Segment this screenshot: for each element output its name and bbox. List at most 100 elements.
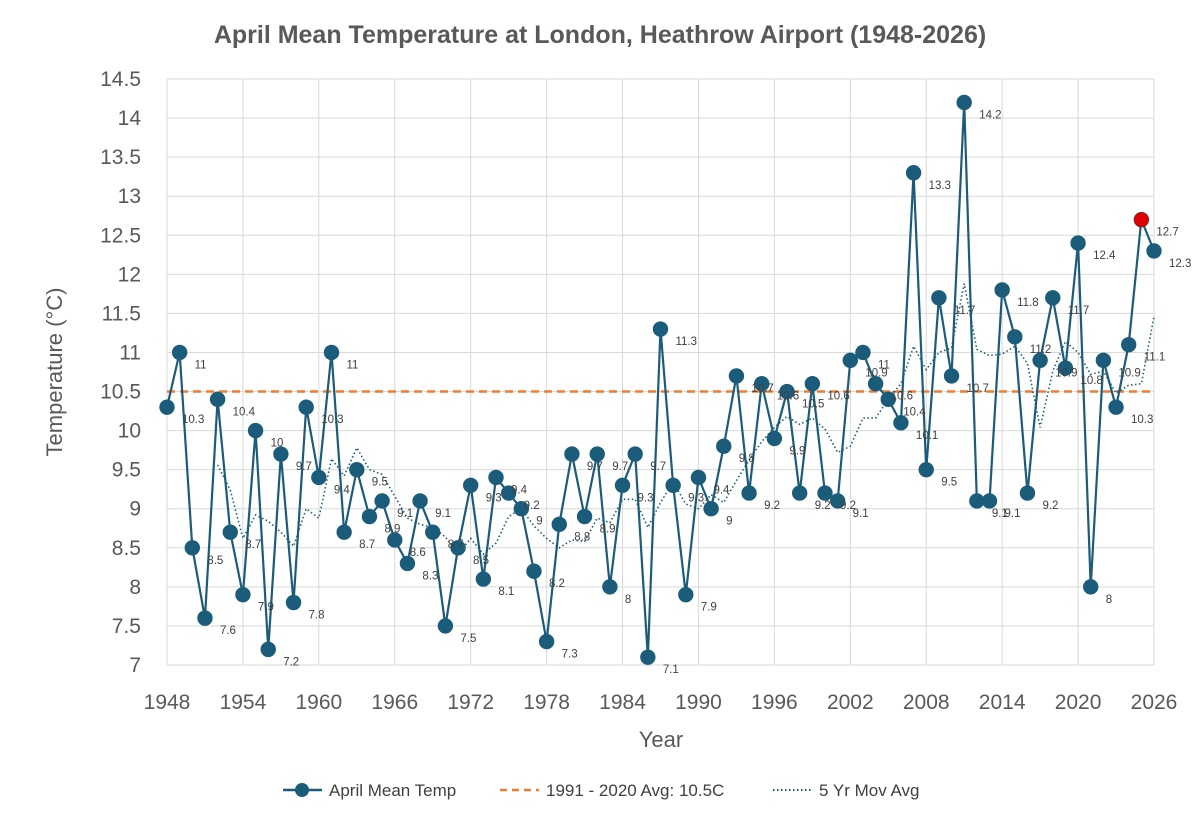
data-point bbox=[905, 165, 922, 181]
data-label: 9.3 bbox=[486, 492, 502, 504]
data-label: 10.7 bbox=[751, 383, 773, 395]
data-point bbox=[285, 594, 302, 611]
data-point bbox=[652, 321, 669, 337]
data-label: 10.3 bbox=[1131, 414, 1153, 426]
data-point bbox=[855, 344, 871, 361]
x-tick-label: 1966 bbox=[371, 691, 418, 714]
data-label: 9.7 bbox=[650, 461, 666, 473]
data-point bbox=[741, 485, 757, 501]
data-label: 11 bbox=[878, 359, 890, 371]
data-point bbox=[640, 649, 656, 665]
y-tick-label: 11.5 bbox=[102, 302, 141, 325]
data-label: 8.2 bbox=[549, 578, 565, 590]
data-label: 8.9 bbox=[600, 524, 616, 536]
data-point bbox=[399, 555, 416, 572]
data-point bbox=[728, 368, 745, 384]
data-label: 7.6 bbox=[220, 625, 236, 637]
data-point bbox=[336, 524, 352, 540]
x-axis-ticks: 1948 1954 1960 1966 1972 1978 1984 1990 1996 2002… bbox=[144, 691, 1178, 714]
data-point bbox=[829, 493, 846, 509]
y-tick-label: 7 bbox=[129, 654, 141, 677]
legend-item-april-mean-temp[interactable]: April Mean Temp bbox=[283, 781, 456, 800]
data-point bbox=[374, 493, 390, 509]
data-point bbox=[273, 446, 289, 462]
data-label: 8.6 bbox=[410, 547, 426, 559]
data-label: 9.1 bbox=[435, 508, 451, 520]
legend-marker-april-mean-temp bbox=[295, 783, 309, 797]
data-label: 9.2 bbox=[764, 500, 780, 512]
x-tick-label: 2002 bbox=[827, 691, 874, 714]
data-label: 8.5 bbox=[207, 555, 223, 567]
data-point bbox=[981, 493, 998, 509]
data-point bbox=[678, 586, 694, 603]
data-point bbox=[159, 399, 175, 415]
x-axis-title: Year bbox=[639, 727, 683, 752]
data-label: 7.1 bbox=[663, 664, 679, 676]
legend-item-moving-average[interactable]: 5 Yr Mov Avg bbox=[773, 781, 919, 800]
data-label: 10.9 bbox=[1055, 367, 1077, 379]
data-label: 9.1 bbox=[397, 508, 413, 520]
data-label: 11.7 bbox=[1068, 305, 1090, 317]
legend: April Mean Temp 1991 - 2020 Avg: 10.5C 5… bbox=[283, 781, 919, 800]
data-point bbox=[1083, 579, 1099, 595]
data-label: 10.9 bbox=[1118, 367, 1140, 379]
data-label: 9.2 bbox=[1042, 500, 1058, 512]
data-label: 9 bbox=[536, 516, 542, 528]
data-label: 8.7 bbox=[359, 539, 375, 551]
data-label: 9.1 bbox=[1005, 508, 1021, 520]
data-label: 9.3 bbox=[638, 492, 654, 504]
data-point bbox=[766, 430, 783, 447]
x-tick-label: 1990 bbox=[675, 691, 722, 714]
data-point bbox=[500, 485, 517, 501]
data-point bbox=[1108, 399, 1124, 415]
data-label: 9.2 bbox=[815, 500, 831, 512]
data-point bbox=[526, 563, 542, 579]
data-labels: 10.3 11 8.5 7.6 10.4 8.7 7.9 10 7.2 9.7 7.8 10.3 9.4… bbox=[182, 109, 1191, 676]
series-moving-average-line bbox=[216, 283, 1155, 556]
data-point bbox=[298, 399, 314, 415]
legend-label-average: 1991 - 2020 Avg: 10.5C bbox=[546, 781, 724, 800]
y-axis-title: Temperature (°C) bbox=[42, 288, 67, 457]
data-label: 9.3 bbox=[688, 492, 704, 504]
data-point bbox=[425, 524, 441, 540]
data-point bbox=[956, 94, 972, 111]
data-point bbox=[209, 391, 226, 408]
data-label: 10.5 bbox=[802, 399, 824, 411]
y-tick-label: 7.5 bbox=[112, 615, 141, 638]
data-point bbox=[311, 469, 327, 486]
data-point bbox=[488, 469, 504, 486]
y-tick-label: 10.5 bbox=[100, 381, 141, 404]
x-tick-label: 1978 bbox=[523, 691, 570, 714]
data-label: 9.5 bbox=[372, 477, 388, 489]
data-label: 10.3 bbox=[182, 414, 204, 426]
y-tick-label: 13 bbox=[118, 185, 141, 208]
data-point bbox=[551, 516, 567, 533]
data-label: 9.9 bbox=[789, 445, 805, 457]
data-label: 8 bbox=[625, 594, 631, 606]
y-tick-label: 13.5 bbox=[100, 146, 141, 169]
data-label: 7.9 bbox=[701, 602, 717, 614]
data-point bbox=[994, 282, 1010, 298]
y-tick-label: 12 bbox=[118, 263, 141, 286]
data-point bbox=[1146, 243, 1162, 259]
data-point-highlight bbox=[1133, 211, 1150, 228]
data-point bbox=[1070, 235, 1086, 251]
y-tick-label: 14.5 bbox=[100, 68, 141, 91]
data-point bbox=[1007, 329, 1023, 345]
x-tick-label: 2014 bbox=[979, 691, 1026, 714]
data-label: 7.9 bbox=[258, 602, 274, 614]
legend-item-average[interactable]: 1991 - 2020 Avg: 10.5C bbox=[500, 781, 724, 800]
data-point bbox=[222, 524, 238, 540]
data-point bbox=[779, 383, 795, 400]
data-point bbox=[564, 446, 580, 462]
data-label: 13.3 bbox=[929, 180, 951, 192]
x-tick-label: 1984 bbox=[599, 691, 646, 714]
data-label: 9.2 bbox=[524, 500, 540, 512]
data-point bbox=[716, 438, 732, 454]
data-point bbox=[665, 477, 681, 493]
data-point bbox=[918, 461, 934, 478]
grid bbox=[166, 78, 1155, 666]
data-point bbox=[235, 586, 251, 603]
data-label: 10.4 bbox=[903, 406, 926, 418]
data-label: 9.4 bbox=[334, 484, 351, 496]
